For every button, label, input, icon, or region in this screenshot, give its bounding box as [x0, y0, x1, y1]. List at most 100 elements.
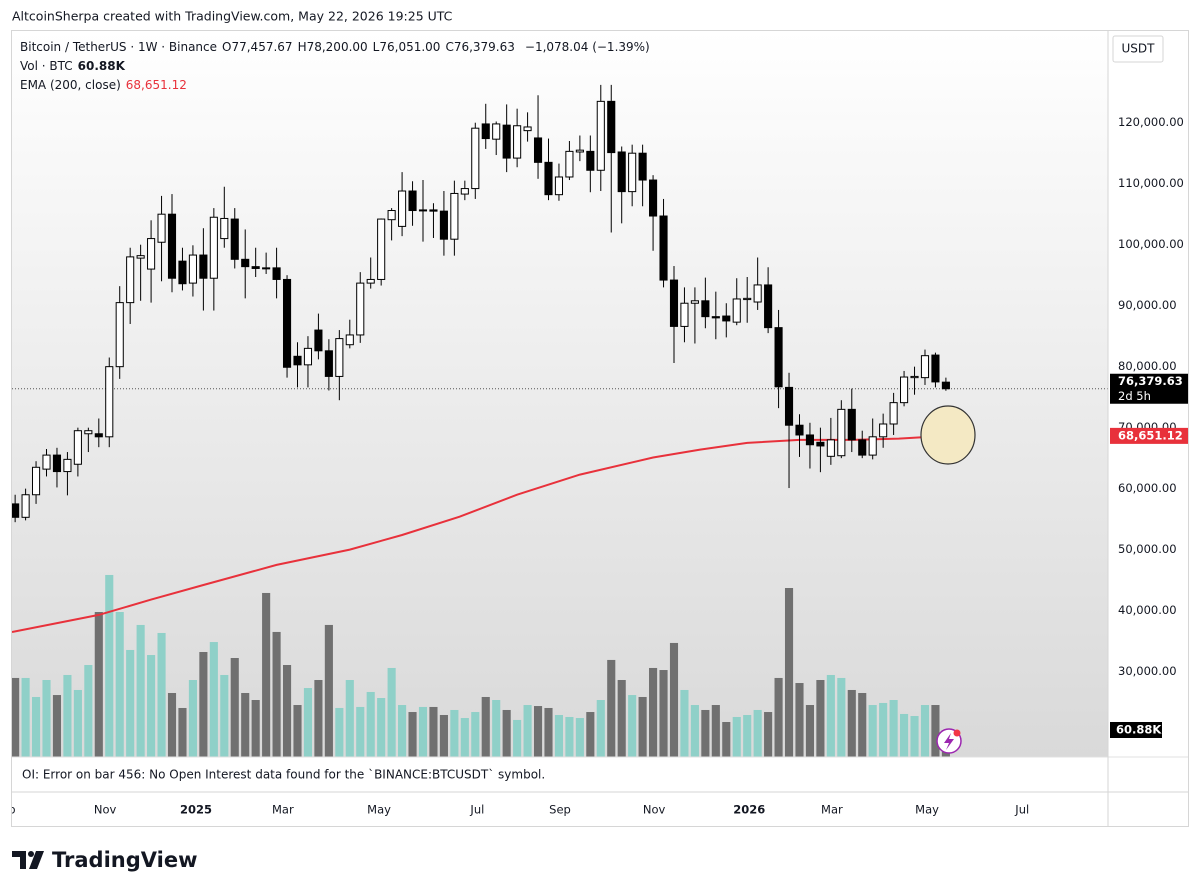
volume-bar	[262, 592, 271, 757]
volume-bar	[638, 696, 647, 757]
y-tick-label: 110,000.00	[1118, 176, 1184, 190]
volume-bar	[492, 700, 501, 757]
volume-bar	[513, 719, 522, 757]
candle-body	[450, 192, 459, 240]
plot-background	[12, 30, 1108, 757]
candle-body	[826, 439, 835, 457]
volume-bar	[31, 696, 41, 757]
volume-bar	[764, 712, 773, 757]
volume-bar	[481, 696, 490, 757]
volume-bar	[502, 709, 511, 757]
volume-bar	[429, 706, 438, 757]
ema-label-box	[1110, 427, 1188, 444]
y-tick-label: 80,000.00	[1118, 359, 1177, 373]
x-tick-label: May	[915, 803, 939, 817]
x-tick-label: Nov	[643, 803, 666, 817]
volume-bar	[858, 692, 867, 757]
candle-body	[199, 254, 208, 279]
volume-bar	[42, 679, 51, 757]
candle-body	[439, 210, 448, 240]
volume-bar	[126, 649, 135, 757]
candle-body	[523, 126, 532, 132]
candle-body	[879, 423, 888, 438]
legend-line: Vol · BTC 60.88K	[20, 57, 655, 76]
volume-bar	[774, 677, 783, 757]
last-price-label: 76,379.63	[1118, 374, 1183, 388]
volume-bar	[722, 722, 731, 757]
volume-bar	[408, 712, 417, 757]
last-price-box	[1110, 373, 1188, 404]
volume-bar	[900, 713, 909, 757]
volume-bar	[178, 707, 187, 757]
candle-body	[586, 150, 595, 171]
candle-body	[805, 434, 815, 446]
candle-body	[230, 218, 239, 260]
volume-bar	[649, 667, 658, 757]
candle-body	[649, 179, 658, 217]
volume-bar	[63, 674, 72, 757]
y-tick-label: 30,000.00	[1118, 664, 1177, 678]
candle-body	[31, 466, 41, 496]
candle-body	[669, 279, 679, 327]
brand-logo: TradingView	[12, 848, 197, 872]
candle-body	[42, 454, 51, 470]
volume-bar	[387, 667, 396, 757]
legend-ohlc-item: H78,200.00	[297, 40, 368, 54]
legend-volume-value: 60.88K	[77, 59, 125, 73]
ema-label: 68,651.12	[1118, 428, 1183, 442]
x-tick-label: Mar	[821, 803, 843, 817]
volume-bar	[711, 705, 720, 757]
alert-icon-dot	[953, 729, 961, 737]
candle-body	[52, 454, 62, 473]
y-tick-label: 100,000.00	[1118, 237, 1184, 251]
y-tick-label: 90,000.00	[1118, 298, 1177, 312]
legend-change: −1,078.04 (−1.39%)	[524, 40, 650, 54]
candle-body	[408, 190, 417, 212]
highlight-ellipse	[920, 405, 976, 465]
candle-body	[492, 123, 501, 140]
volume-bar	[418, 706, 428, 757]
candle-body	[398, 190, 407, 227]
candle-body	[596, 100, 605, 171]
legend-line: Bitcoin / TetherUS · 1W · Binance O77,457…	[20, 38, 655, 57]
volume-bar	[199, 652, 208, 757]
x-tick-label: May	[367, 803, 391, 817]
chart-frame	[11, 30, 1189, 827]
currency-box[interactable]	[1112, 35, 1164, 63]
volume-bar	[586, 712, 595, 757]
candle-body	[345, 334, 354, 346]
logo-slash	[29, 851, 44, 869]
volume-bar	[209, 642, 218, 757]
volume-bar	[795, 683, 804, 757]
candle-body	[136, 255, 145, 259]
legend-ohlc-item: O77,457.67	[222, 40, 293, 54]
volume-bar	[188, 679, 197, 757]
candle-body	[12, 503, 20, 518]
volume-bar	[690, 705, 699, 757]
legend-volume-name: Vol · BTC	[20, 59, 73, 73]
x-tick-label: Jul	[469, 803, 484, 817]
candle-body	[387, 210, 396, 221]
candle-body	[941, 381, 950, 390]
candle-body	[743, 297, 752, 301]
candle-body	[931, 354, 940, 383]
candle-body	[460, 188, 469, 195]
candle-body	[356, 282, 365, 336]
volume-bar	[345, 679, 354, 757]
x-tick-label: 2025	[180, 803, 212, 817]
legend-ohlc: O77,457.67 H78,200.00 L76,051.00 C76,379.63	[222, 40, 520, 54]
candle-body	[701, 300, 710, 318]
candle-body	[147, 238, 156, 270]
volume-bar	[523, 705, 532, 757]
candle-body	[628, 152, 637, 193]
candle-body	[513, 125, 522, 159]
candle-body	[816, 441, 825, 447]
legend-ohlc-item: C76,379.63	[445, 40, 515, 54]
alert-icon[interactable]	[936, 728, 962, 754]
candle-body	[565, 150, 574, 178]
x-tick-label: Mar	[272, 803, 294, 817]
candle-body	[115, 302, 124, 368]
volume-bar	[565, 716, 574, 757]
candle-body	[910, 375, 919, 379]
